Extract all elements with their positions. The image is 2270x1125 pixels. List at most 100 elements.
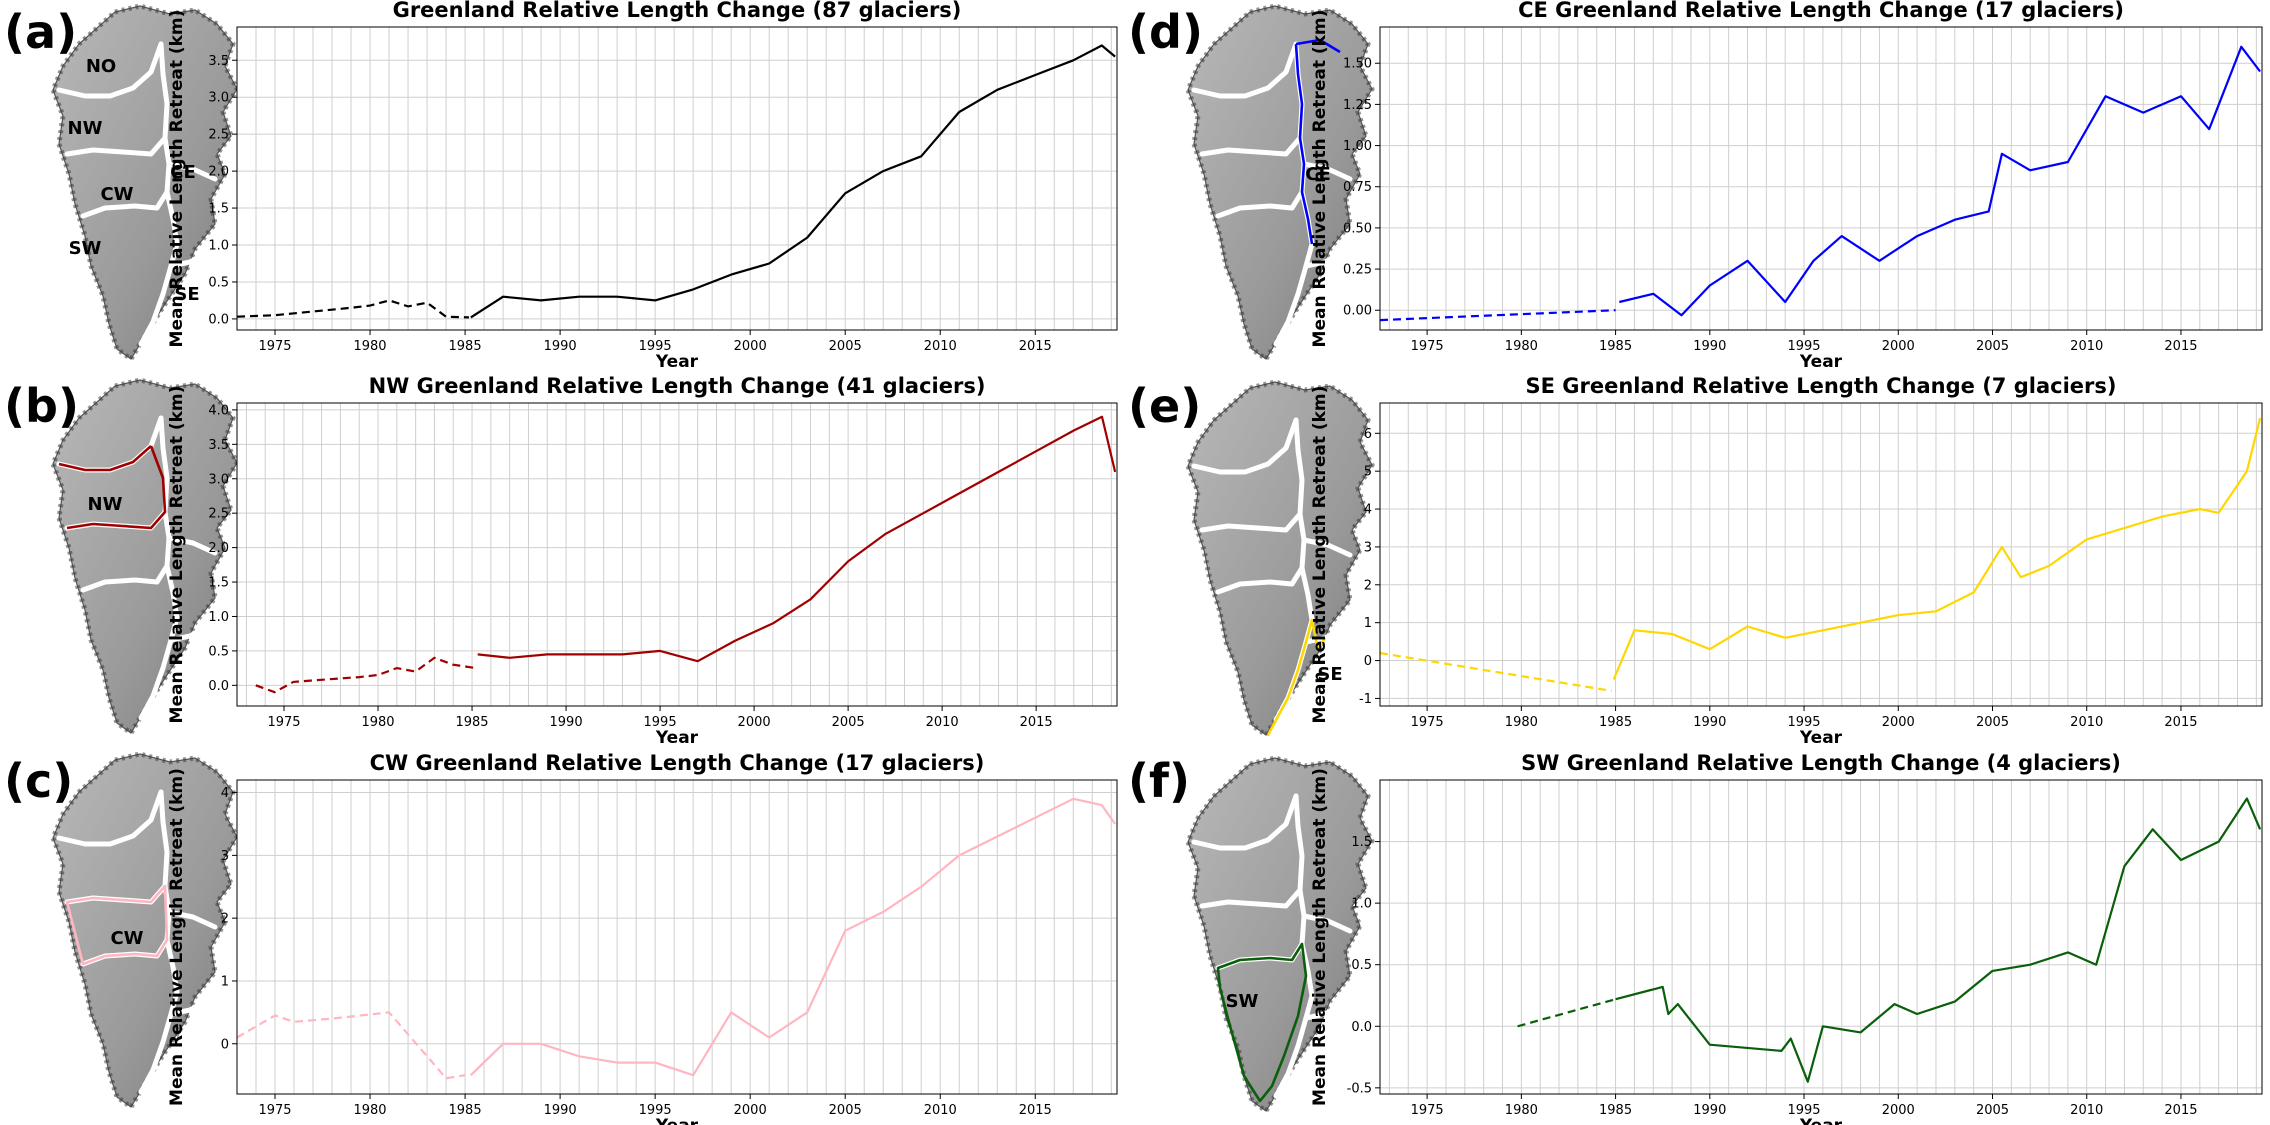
y-tick-label: 0.0 xyxy=(208,312,229,327)
grid xyxy=(1380,780,2262,1094)
y-tick-label: -1 xyxy=(1359,692,1372,707)
greenland-outline xyxy=(1187,381,1373,736)
x-tick-label: 2000 xyxy=(1882,715,1915,730)
x-tick-label: 1980 xyxy=(1505,1103,1538,1118)
grid xyxy=(236,27,1117,330)
chart-b: 1975 1980 1985 1990 1995 2000 2005 2010 2015 0.0 0… xyxy=(167,374,1118,748)
series-line-solid xyxy=(477,415,1117,663)
y-tick-label: 2 xyxy=(221,912,229,927)
y-tick-label: 1.00 xyxy=(1343,139,1372,154)
x-axis-label: Year xyxy=(1799,1116,1843,1125)
series-line-dashed xyxy=(236,1011,466,1080)
x-tick-label: 2000 xyxy=(738,715,771,730)
x-tick-label: 1995 xyxy=(1787,715,1820,730)
x-tick-label: 2010 xyxy=(2070,339,2103,354)
x-tick-label: 1975 xyxy=(267,715,300,730)
x-tick-label: 2015 xyxy=(2164,715,2197,730)
x-tick-label: 2005 xyxy=(1976,715,2009,730)
y-tick-label: 3.0 xyxy=(208,91,229,106)
x-tick-label: 2000 xyxy=(734,339,767,354)
region-boundary xyxy=(1301,161,1353,182)
y-tick-label: 6 xyxy=(1364,427,1372,442)
y-tick-label: 0.00 xyxy=(1343,304,1372,319)
region-boundary xyxy=(168,251,208,269)
axes-frame xyxy=(1379,26,2263,331)
region-label-sw: SW xyxy=(69,238,102,259)
series-line-solid xyxy=(1619,45,2261,317)
x-tick-label: 2005 xyxy=(829,1103,862,1118)
region-label-cw: CW xyxy=(100,184,133,205)
region-boundary xyxy=(1191,417,1299,475)
chart-a: 1975 1980 1985 1990 1995 2000 2005 2010 2015 0.0 0… xyxy=(167,0,1118,372)
x-tick-label: 2005 xyxy=(1976,339,2009,354)
region-boundary xyxy=(1301,537,1353,558)
grid xyxy=(237,403,1117,706)
y-tick-label: 0 xyxy=(221,1037,229,1052)
highlighted-region-outline xyxy=(1216,942,1308,1103)
x-tick-label: 1995 xyxy=(639,1103,672,1118)
y-tick-label: 1 xyxy=(1364,616,1372,631)
series-line-solid xyxy=(470,797,1116,1077)
axes-frame xyxy=(1379,402,2263,707)
y-tick-label: 1.50 xyxy=(1343,57,1372,72)
greenland-map-e: SE xyxy=(1185,379,1375,739)
region-boundary xyxy=(1301,913,1353,934)
highlighted-region-outline xyxy=(1266,618,1327,736)
y-tick-label: 0.5 xyxy=(208,644,229,659)
region-boundary xyxy=(138,263,174,347)
region-label-nw: NW xyxy=(68,118,103,139)
grid xyxy=(1380,27,2262,330)
y-tick-label: 2 xyxy=(1364,578,1372,593)
x-tick-label: 1990 xyxy=(544,339,577,354)
x-axis-label: Year xyxy=(655,352,699,372)
panel-label-f: (f) xyxy=(1128,754,1190,808)
x-tick-label: 2005 xyxy=(832,715,865,730)
x-tick-label: 1985 xyxy=(455,715,488,730)
chart-title: NW Greenland Relative Length Change (41 … xyxy=(369,374,986,398)
region-boundary xyxy=(1273,263,1309,347)
y-tick-label: 2.0 xyxy=(208,541,229,556)
series-line-solid xyxy=(1612,417,2262,680)
y-tick-label: 4.0 xyxy=(208,403,229,418)
y-tick-label: 1.5 xyxy=(1351,835,1372,850)
greenland-map-b: NW xyxy=(50,377,240,737)
series-line-solid xyxy=(1615,797,2262,1083)
region-boundary xyxy=(1303,1003,1343,1021)
plot-area xyxy=(237,780,1117,1094)
region-boundary xyxy=(1191,793,1299,851)
x-tick-label: 2000 xyxy=(1882,1103,1915,1118)
region-boundary xyxy=(1215,565,1305,595)
panel-label-b: (b) xyxy=(4,379,79,433)
x-tick-label: 1990 xyxy=(1693,339,1726,354)
axes-frame xyxy=(236,26,1118,331)
y-tick-label: 1 xyxy=(221,974,229,989)
chart-title: CW Greenland Relative Length Change (17 … xyxy=(370,751,985,775)
x-tick-label: 1975 xyxy=(258,1103,291,1118)
axes-frame xyxy=(236,779,1118,1095)
y-axis-label: Mean Relative Length Retreat (km) xyxy=(1310,10,1330,348)
y-tick-label: 1.5 xyxy=(208,202,229,217)
x-tick-label: 2010 xyxy=(924,339,957,354)
plot-area xyxy=(1380,403,2262,706)
y-tick-label: 0.50 xyxy=(1343,221,1372,236)
x-tick-label: 1990 xyxy=(1693,1103,1726,1118)
region-boundary xyxy=(1199,887,1303,909)
greenland-map-f: SW xyxy=(1185,755,1375,1115)
x-tick-label: 2010 xyxy=(924,1103,957,1118)
y-tick-label: 0.5 xyxy=(1351,958,1372,973)
x-tick-label: 1985 xyxy=(1599,715,1632,730)
x-tick-label: 2005 xyxy=(829,339,862,354)
x-tick-label: 2000 xyxy=(734,1103,767,1118)
chart-title: SW Greenland Relative Length Change (4 g… xyxy=(1521,751,2121,775)
x-tick-label: 1985 xyxy=(1599,1103,1632,1118)
y-tick-label: 3.5 xyxy=(208,54,229,69)
y-tick-label: 0.5 xyxy=(208,275,229,290)
panel-label-c: (c) xyxy=(4,754,73,808)
x-tick-label: 1985 xyxy=(1599,339,1632,354)
region-boundary xyxy=(168,999,208,1017)
y-tick-label: 3.5 xyxy=(208,438,229,453)
region-label-ce: CE xyxy=(170,162,196,183)
series-line-dashed xyxy=(1379,651,1612,692)
x-tick-label: 1995 xyxy=(1787,1103,1820,1118)
y-tick-label: 0.0 xyxy=(1351,1020,1372,1035)
